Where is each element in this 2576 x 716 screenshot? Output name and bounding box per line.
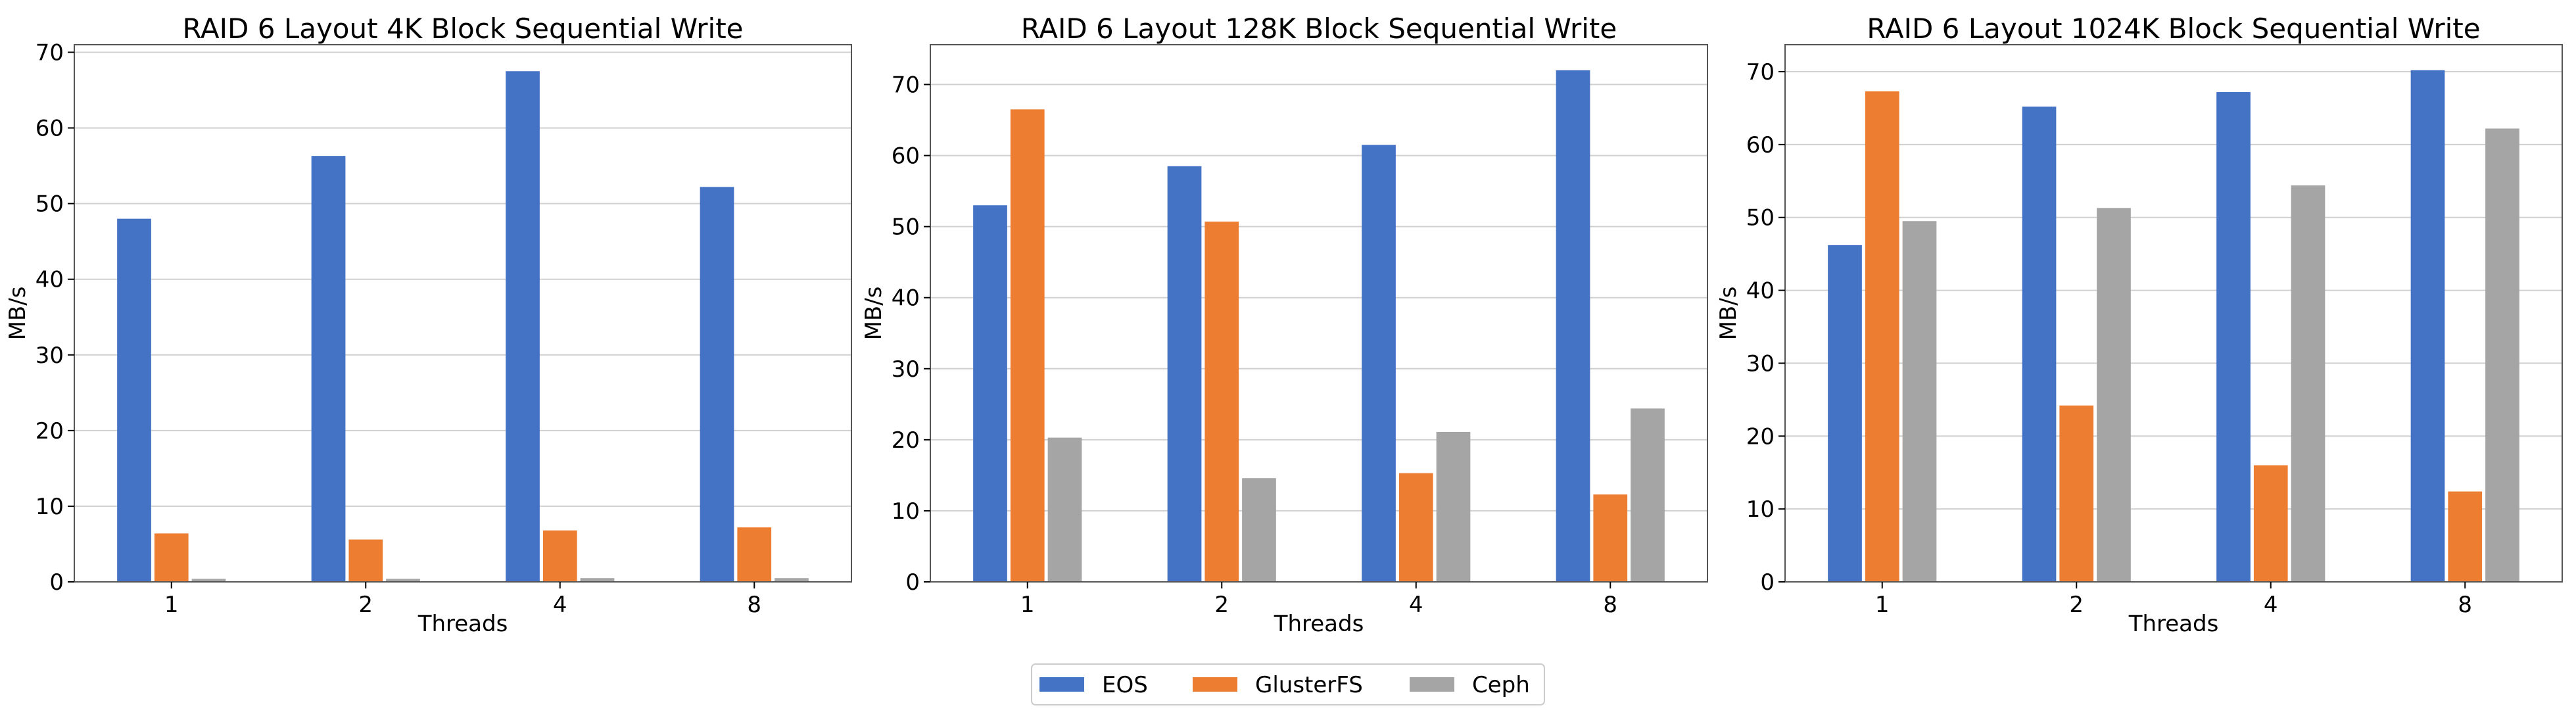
bar-eos-1 <box>973 205 1007 582</box>
y-axis-label: MB/s <box>5 287 31 341</box>
y-tick-label: 10 <box>36 494 64 520</box>
bar-ceph-1 <box>191 579 226 582</box>
legend-label-eos: EOS <box>1102 672 1148 698</box>
bar-glusterfs-1 <box>154 533 189 582</box>
bar-glusterfs-1 <box>1010 109 1045 582</box>
y-axis-label: MB/s <box>861 287 887 341</box>
bar-eos-8 <box>1556 70 1590 582</box>
bar-glusterfs-8 <box>1593 494 1628 582</box>
bar-glusterfs-4 <box>2253 465 2288 582</box>
y-tick-label: 50 <box>1746 205 1775 231</box>
y-tick-label: 10 <box>892 498 920 525</box>
y-tick-label: 60 <box>36 116 64 142</box>
x-axis-label: Threads <box>1274 611 1364 637</box>
bar-eos-2 <box>2022 107 2057 583</box>
chart-panel-1: 0 10 20 30 40 50 60 70 1 2 4 8 RAID 6 Layout 4K Bloc… <box>5 12 852 637</box>
chart-panel-2: 0 10 20 30 40 50 60 70 1 2 4 8 RAID 6 Layout 128K Bl… <box>861 12 1708 637</box>
y-tick-label: 70 <box>892 72 920 99</box>
x-tick-label: 4 <box>1409 592 1423 618</box>
y-tick-label: 30 <box>892 356 920 383</box>
bar-ceph-8 <box>2485 128 2519 582</box>
bar-eos-1 <box>117 218 151 582</box>
legend-swatch-glusterfs <box>1193 677 1237 692</box>
y-tick-label: 30 <box>36 343 64 369</box>
chart-title: RAID 6 Layout 128K Block Sequential Writ… <box>1021 12 1617 45</box>
legend-swatch-eos <box>1039 677 1084 692</box>
x-tick-label: 1 <box>164 592 179 618</box>
y-tick-label: 20 <box>36 418 64 444</box>
bar-ceph-2 <box>1242 478 1276 582</box>
bar-eos-4 <box>506 71 540 582</box>
x-axis-label: Threads <box>2128 611 2219 637</box>
bar-eos-2 <box>1167 166 1202 583</box>
bar-ceph-2 <box>386 579 420 582</box>
bar-eos-4 <box>1362 145 1396 583</box>
plot-frame <box>1784 44 2563 583</box>
chart-panel-3: 0 10 20 30 40 50 60 70 1 2 4 8 RAID 6 Layout 1024K B… <box>1715 12 2563 637</box>
x-tick-label: 4 <box>553 592 567 618</box>
bar-ceph-8 <box>1631 408 1665 582</box>
x-tick-label: 4 <box>2264 592 2278 618</box>
y-tick-label: 50 <box>892 214 920 241</box>
bar-glusterfs-8 <box>737 527 772 582</box>
legend-label-glusterfs: GlusterFS <box>1255 672 1363 698</box>
bar-glusterfs-4 <box>542 530 577 582</box>
bar-glusterfs-1 <box>1865 91 1899 582</box>
legend: EOS GlusterFS Ceph <box>1031 663 1545 705</box>
bar-glusterfs-2 <box>2059 405 2094 582</box>
y-tick-label: 20 <box>1746 423 1775 450</box>
bar-ceph-2 <box>2097 208 2131 582</box>
y-tick-label: 50 <box>36 191 64 218</box>
x-tick-label: 1 <box>1020 592 1035 618</box>
y-tick-label: 60 <box>892 143 920 170</box>
bar-eos-2 <box>311 156 346 583</box>
bar-eos-4 <box>2216 92 2251 582</box>
x-tick-label: 8 <box>747 592 761 618</box>
bar-glusterfs-2 <box>1205 222 1239 582</box>
plot-frame <box>930 44 1708 583</box>
bar-ceph-1 <box>1047 437 1082 582</box>
y-tick-label: 0 <box>905 569 920 596</box>
legend-swatch-ceph <box>1410 677 1454 692</box>
bar-eos-8 <box>700 187 734 582</box>
x-tick-label: 2 <box>2069 592 2084 618</box>
x-tick-label: 8 <box>2458 592 2472 618</box>
x-tick-label: 8 <box>1603 592 1617 618</box>
x-tick-label: 2 <box>1214 592 1229 618</box>
y-axis-label: MB/s <box>1715 287 1742 341</box>
x-axis-label: Threads <box>417 611 508 637</box>
bar-ceph-8 <box>775 578 809 582</box>
bar-eos-1 <box>1828 245 1862 583</box>
bar-ceph-4 <box>580 578 615 582</box>
bar-ceph-1 <box>1902 221 1937 582</box>
y-tick-label: 70 <box>36 40 64 66</box>
bar-ceph-4 <box>2291 185 2326 582</box>
y-tick-label: 70 <box>1746 59 1775 85</box>
y-tick-label: 40 <box>36 267 64 293</box>
bar-glusterfs-4 <box>1398 473 1433 582</box>
bar-glusterfs-2 <box>348 539 383 582</box>
x-tick-label: 1 <box>1875 592 1890 618</box>
legend-box <box>1031 663 1545 705</box>
y-tick-label: 40 <box>892 285 920 312</box>
x-tick-label: 2 <box>358 592 373 618</box>
y-tick-label: 20 <box>892 427 920 454</box>
y-tick-label: 0 <box>49 569 64 596</box>
y-tick-label: 0 <box>1760 569 1775 596</box>
chart-title: RAID 6 Layout 4K Block Sequential Write <box>182 12 743 45</box>
plot-frame <box>74 44 852 583</box>
chart-title: RAID 6 Layout 1024K Block Sequential Wri… <box>1867 12 2480 45</box>
bar-ceph-4 <box>1436 431 1471 582</box>
y-tick-label: 60 <box>1746 132 1775 158</box>
y-tick-label: 10 <box>1746 496 1775 523</box>
legend-label-ceph: Ceph <box>1472 672 1530 698</box>
y-tick-label: 40 <box>1746 278 1775 304</box>
bar-eos-8 <box>2410 70 2445 582</box>
y-tick-label: 30 <box>1746 350 1775 377</box>
bar-glusterfs-8 <box>2448 491 2483 582</box>
